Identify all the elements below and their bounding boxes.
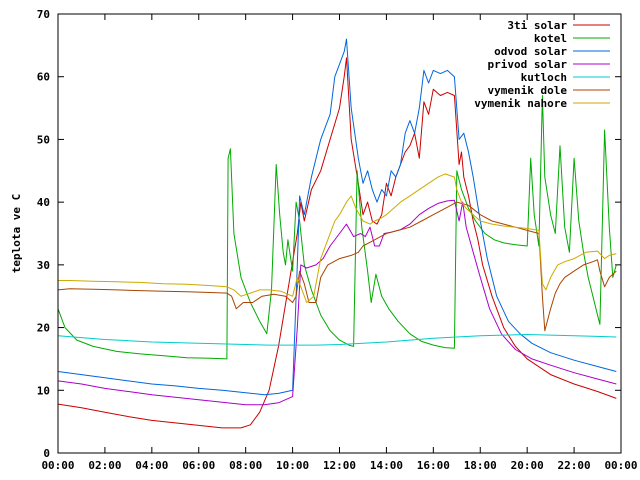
series-line-2 bbox=[57, 38, 617, 396]
x-axis-ticks: 00:00 02:00 04:00 06:00 08:00 10:00 12:00 14:00… bbox=[41, 14, 638, 472]
x-tick-label: 12:00 bbox=[323, 459, 356, 472]
x-tick-label: 06:00 bbox=[182, 459, 215, 472]
x-tick-label: 00:00 bbox=[604, 459, 637, 472]
series-line-6 bbox=[58, 173, 617, 303]
x-tick-label: 00:00 bbox=[41, 459, 74, 472]
x-tick-label: 04:00 bbox=[135, 459, 168, 472]
y-tick-label: 70 bbox=[37, 8, 50, 21]
y-tick-label: 20 bbox=[37, 322, 50, 335]
series-line-3 bbox=[57, 199, 617, 406]
y-tick-label: 40 bbox=[37, 196, 50, 209]
series-line-0 bbox=[57, 57, 617, 429]
y-axis-ticks: 0 10 20 30 40 50 60 70 bbox=[37, 8, 621, 460]
y-tick-label: 10 bbox=[37, 384, 50, 397]
legend-label: kotel bbox=[534, 32, 567, 45]
legend-label: vymenik nahore bbox=[474, 97, 567, 110]
y-tick-label: 60 bbox=[37, 71, 50, 84]
legend-label: vymenik dole bbox=[488, 84, 568, 97]
y-tick-label: 50 bbox=[37, 133, 50, 146]
legend-label: privod solar bbox=[488, 58, 568, 71]
x-tick-label: 16:00 bbox=[417, 459, 450, 472]
x-tick-label: 14:00 bbox=[370, 459, 403, 472]
series-line-4 bbox=[57, 334, 617, 346]
series-line-5 bbox=[57, 201, 617, 332]
y-axis-label: teplota ve C bbox=[10, 194, 23, 273]
legend-label: odvod solar bbox=[494, 45, 567, 58]
x-tick-label: 18:00 bbox=[464, 459, 497, 472]
legend-label: kutloch bbox=[521, 71, 567, 84]
x-tick-label: 08:00 bbox=[229, 459, 262, 472]
x-tick-label: 22:00 bbox=[558, 459, 591, 472]
y-tick-label: 0 bbox=[43, 447, 50, 460]
plot-frame bbox=[57, 13, 622, 454]
y-tick-label: 30 bbox=[37, 259, 50, 272]
x-tick-label: 02:00 bbox=[88, 459, 121, 472]
x-tick-label: 10:00 bbox=[276, 459, 309, 472]
series-lines bbox=[57, 38, 617, 429]
series-line-1 bbox=[57, 95, 617, 360]
legend-label: 3ti solar bbox=[507, 19, 567, 32]
x-tick-label: 20:00 bbox=[511, 459, 544, 472]
